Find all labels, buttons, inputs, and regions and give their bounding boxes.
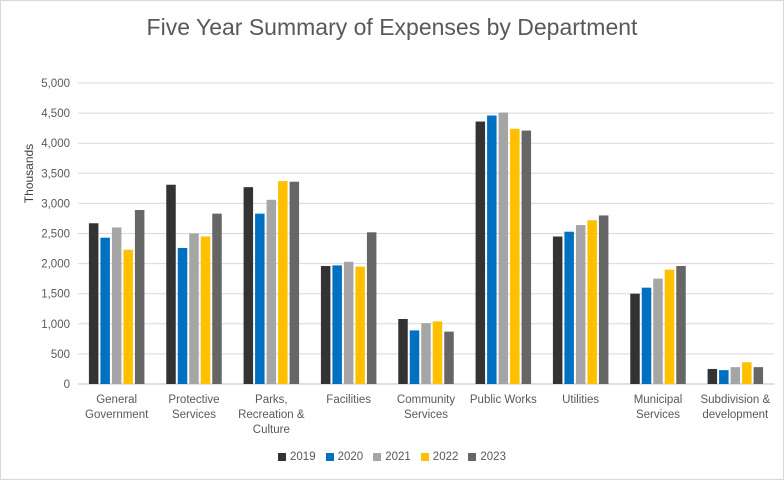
x-category-label: Parks, [255,394,288,406]
legend-item: 2022 [420,451,459,463]
bar-2019 [166,184,176,384]
y-tick-label: 2,000 [41,259,70,271]
legend-label: 2019 [290,451,316,463]
legend-swatch [420,453,429,461]
x-category-label: Protective [168,394,219,406]
legend-item: 2023 [468,451,506,463]
legend-swatch [373,453,382,461]
bar-2020 [100,237,110,384]
legend-label: 2021 [385,451,411,463]
legend-label: 2020 [337,451,364,463]
bar-2023 [134,210,145,384]
bar-2022 [278,181,288,384]
x-category-label: Culture [253,424,290,436]
bar-2021 [189,233,199,384]
legend-item: 2019 [278,451,316,463]
legend-swatch [468,453,477,461]
bar-2021 [266,199,277,384]
y-tick-label: 1,500 [41,289,70,301]
bar-2019 [88,223,99,384]
y-tick-label: 3,500 [41,168,70,180]
bar-2020 [177,247,188,384]
legend-label: 2023 [480,451,506,463]
bar-2023 [444,331,454,384]
y-tick-label: 5,000 [41,78,70,90]
bar-2019 [398,318,408,384]
y-tick-label: 4,000 [41,138,70,150]
chart-legend: 2019 2020 2021 2022 2023 [0,451,784,463]
bar-2021 [575,225,586,384]
x-category-label: Community [397,394,455,406]
x-category-label: General [96,394,137,406]
x-category-label: Recreation & [238,409,305,421]
bar-2019 [320,266,331,384]
y-tick-label: 2,500 [41,229,70,241]
bar-2023 [753,367,764,384]
bar-2022 [510,128,520,384]
bar-2023 [598,215,609,384]
bar-2019 [707,368,718,384]
legend-label: 2022 [432,451,459,463]
x-category-label: Services [636,409,680,421]
y-tick-label: 500 [51,349,70,361]
y-tick-label: 0 [64,379,70,391]
y-tick-label: 3,000 [41,198,70,210]
bar-2021 [343,261,354,384]
x-category-label: Services [404,409,448,421]
bar-2020 [332,265,342,384]
y-axis-title: Thousands [22,144,36,203]
bar-2022 [200,236,211,384]
bar-2020 [409,330,420,384]
legend-swatch [325,453,334,461]
bar-2023 [366,232,377,384]
bar-2023 [521,130,532,384]
bar-2022 [123,249,133,384]
bar-2022 [587,220,597,384]
bar-2021 [111,227,122,384]
bar-2022 [742,362,752,384]
bar-2020 [487,115,497,385]
bar-2020 [719,370,729,384]
x-category-label: Government [85,409,149,421]
bar-2021 [653,278,663,384]
bar-2019 [552,236,563,384]
bar-2022 [355,266,365,384]
x-category-label: development [702,409,769,421]
legend-swatch [278,453,287,461]
bar-2022 [664,269,675,384]
bar-2020 [641,287,652,384]
bar-2019 [475,121,486,384]
legend-item: 2020 [325,451,364,463]
x-category-label: Public Works [470,394,537,406]
bar-2021 [421,323,431,384]
bar-2023 [212,213,222,384]
bar-2019 [630,293,640,384]
x-category-label: Utilities [562,394,599,406]
bar-2021 [498,112,509,385]
chart-title: Five Year Summary of Expenses by Departm… [146,14,638,40]
x-category-label: Municipal [634,394,683,406]
bar-2020 [564,231,574,384]
x-category-label: Facilities [326,394,371,406]
bar-2021 [730,367,741,384]
x-category-label: Services [172,409,216,421]
bar-2023 [676,266,686,384]
bar-2023 [289,181,300,384]
legend-item: 2021 [373,451,411,463]
y-tick-label: 1,000 [41,319,70,331]
bar-2019 [243,187,254,384]
y-tick-label: 4,500 [41,108,70,120]
x-category-label: Subdivision & [700,394,770,406]
bar-2022 [432,321,443,384]
bar-2020 [255,213,265,384]
